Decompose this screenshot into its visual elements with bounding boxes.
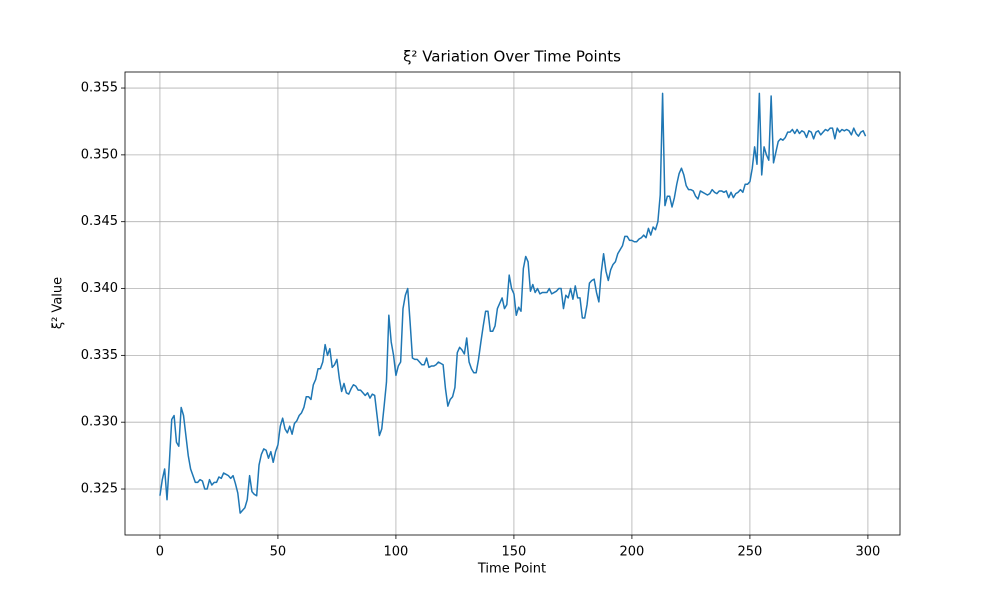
y-tick-label: 0.350	[81, 147, 118, 162]
x-axis-label: Time Point	[477, 562, 546, 577]
x-tick-label: 150	[502, 545, 527, 560]
chart-title: ξ² Variation Over Time Points	[403, 48, 621, 66]
y-tick-label: 0.345	[81, 214, 118, 229]
y-axis-label: ξ² Value	[51, 277, 66, 329]
y-tick-label: 0.335	[81, 348, 118, 363]
x-tick-label: 100	[384, 545, 409, 560]
y-tick-label: 0.330	[81, 415, 118, 430]
y-tick-label: 0.325	[81, 482, 118, 497]
x-tick-label: 200	[619, 545, 644, 560]
x-tick-label: 300	[855, 545, 880, 560]
x-tick-label: 50	[270, 545, 287, 560]
x-tick-label: 250	[737, 545, 762, 560]
x-tick-label: 0	[156, 545, 164, 560]
plot-frame	[124, 71, 901, 536]
y-tick-label: 0.340	[81, 281, 118, 296]
y-tick-label: 0.355	[81, 81, 118, 96]
data-line	[159, 92, 867, 514]
